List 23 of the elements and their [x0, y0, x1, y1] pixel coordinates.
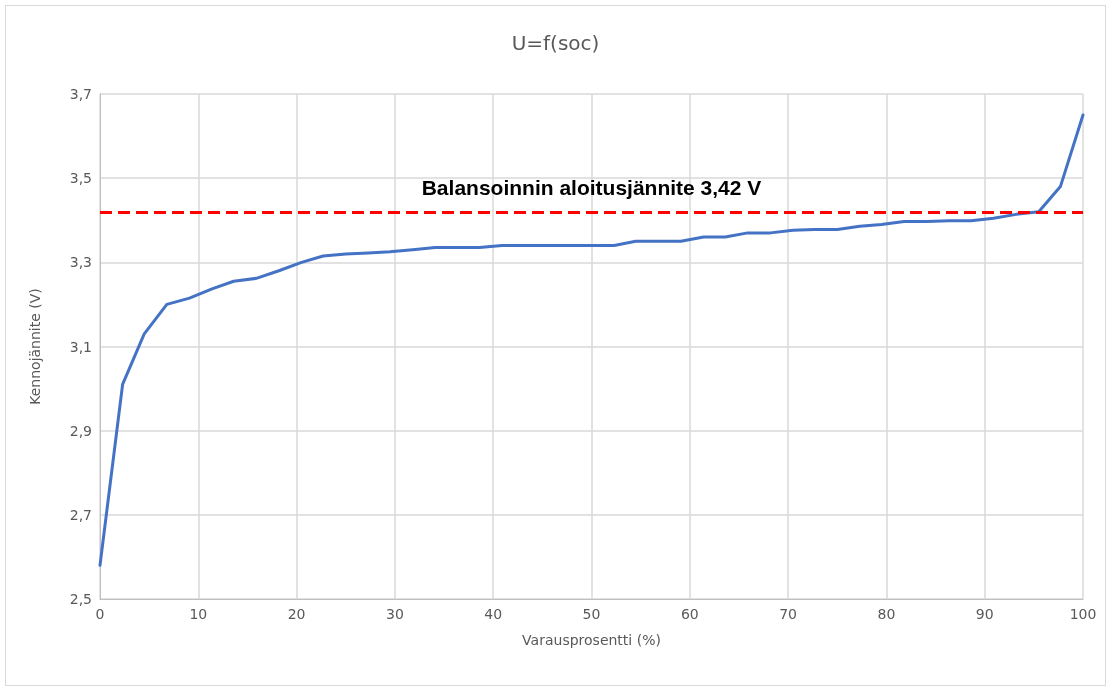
y-tick-label: 2,7	[69, 506, 92, 523]
x-tick-label: 30	[385, 606, 404, 622]
y-tick-label: 3,7	[69, 86, 92, 102]
y-tick-label: 3,5	[69, 170, 92, 187]
x-tick-label: 70	[779, 606, 798, 622]
y-tick-label: 3,1	[69, 338, 92, 355]
y-axis-title: Kennojännite (V)	[27, 288, 43, 405]
x-tick-label: 40	[484, 606, 503, 622]
x-tick-label: 90	[975, 606, 994, 622]
y-tick-label: 2,9	[69, 422, 92, 439]
chart-title: U=f(soc)	[511, 31, 600, 55]
line-series	[98, 113, 1085, 567]
x-axis-title: Varausprosentti (%)	[522, 632, 661, 648]
x-tick-label: 60	[680, 606, 699, 622]
x-tick-label: 20	[287, 606, 306, 622]
x-tick-label: 0	[95, 606, 105, 622]
x-tick-label: 50	[582, 606, 601, 622]
y-tick-label: 3,3	[69, 254, 92, 271]
x-tick-label: 10	[189, 606, 208, 622]
ref-line-label: Balansoinnin aloitusjännite 3,42 V	[421, 175, 762, 199]
x-tick-label: 100	[1069, 606, 1097, 622]
x-tick-label: 80	[877, 606, 896, 622]
y-tick-label: 2,5	[69, 591, 92, 607]
